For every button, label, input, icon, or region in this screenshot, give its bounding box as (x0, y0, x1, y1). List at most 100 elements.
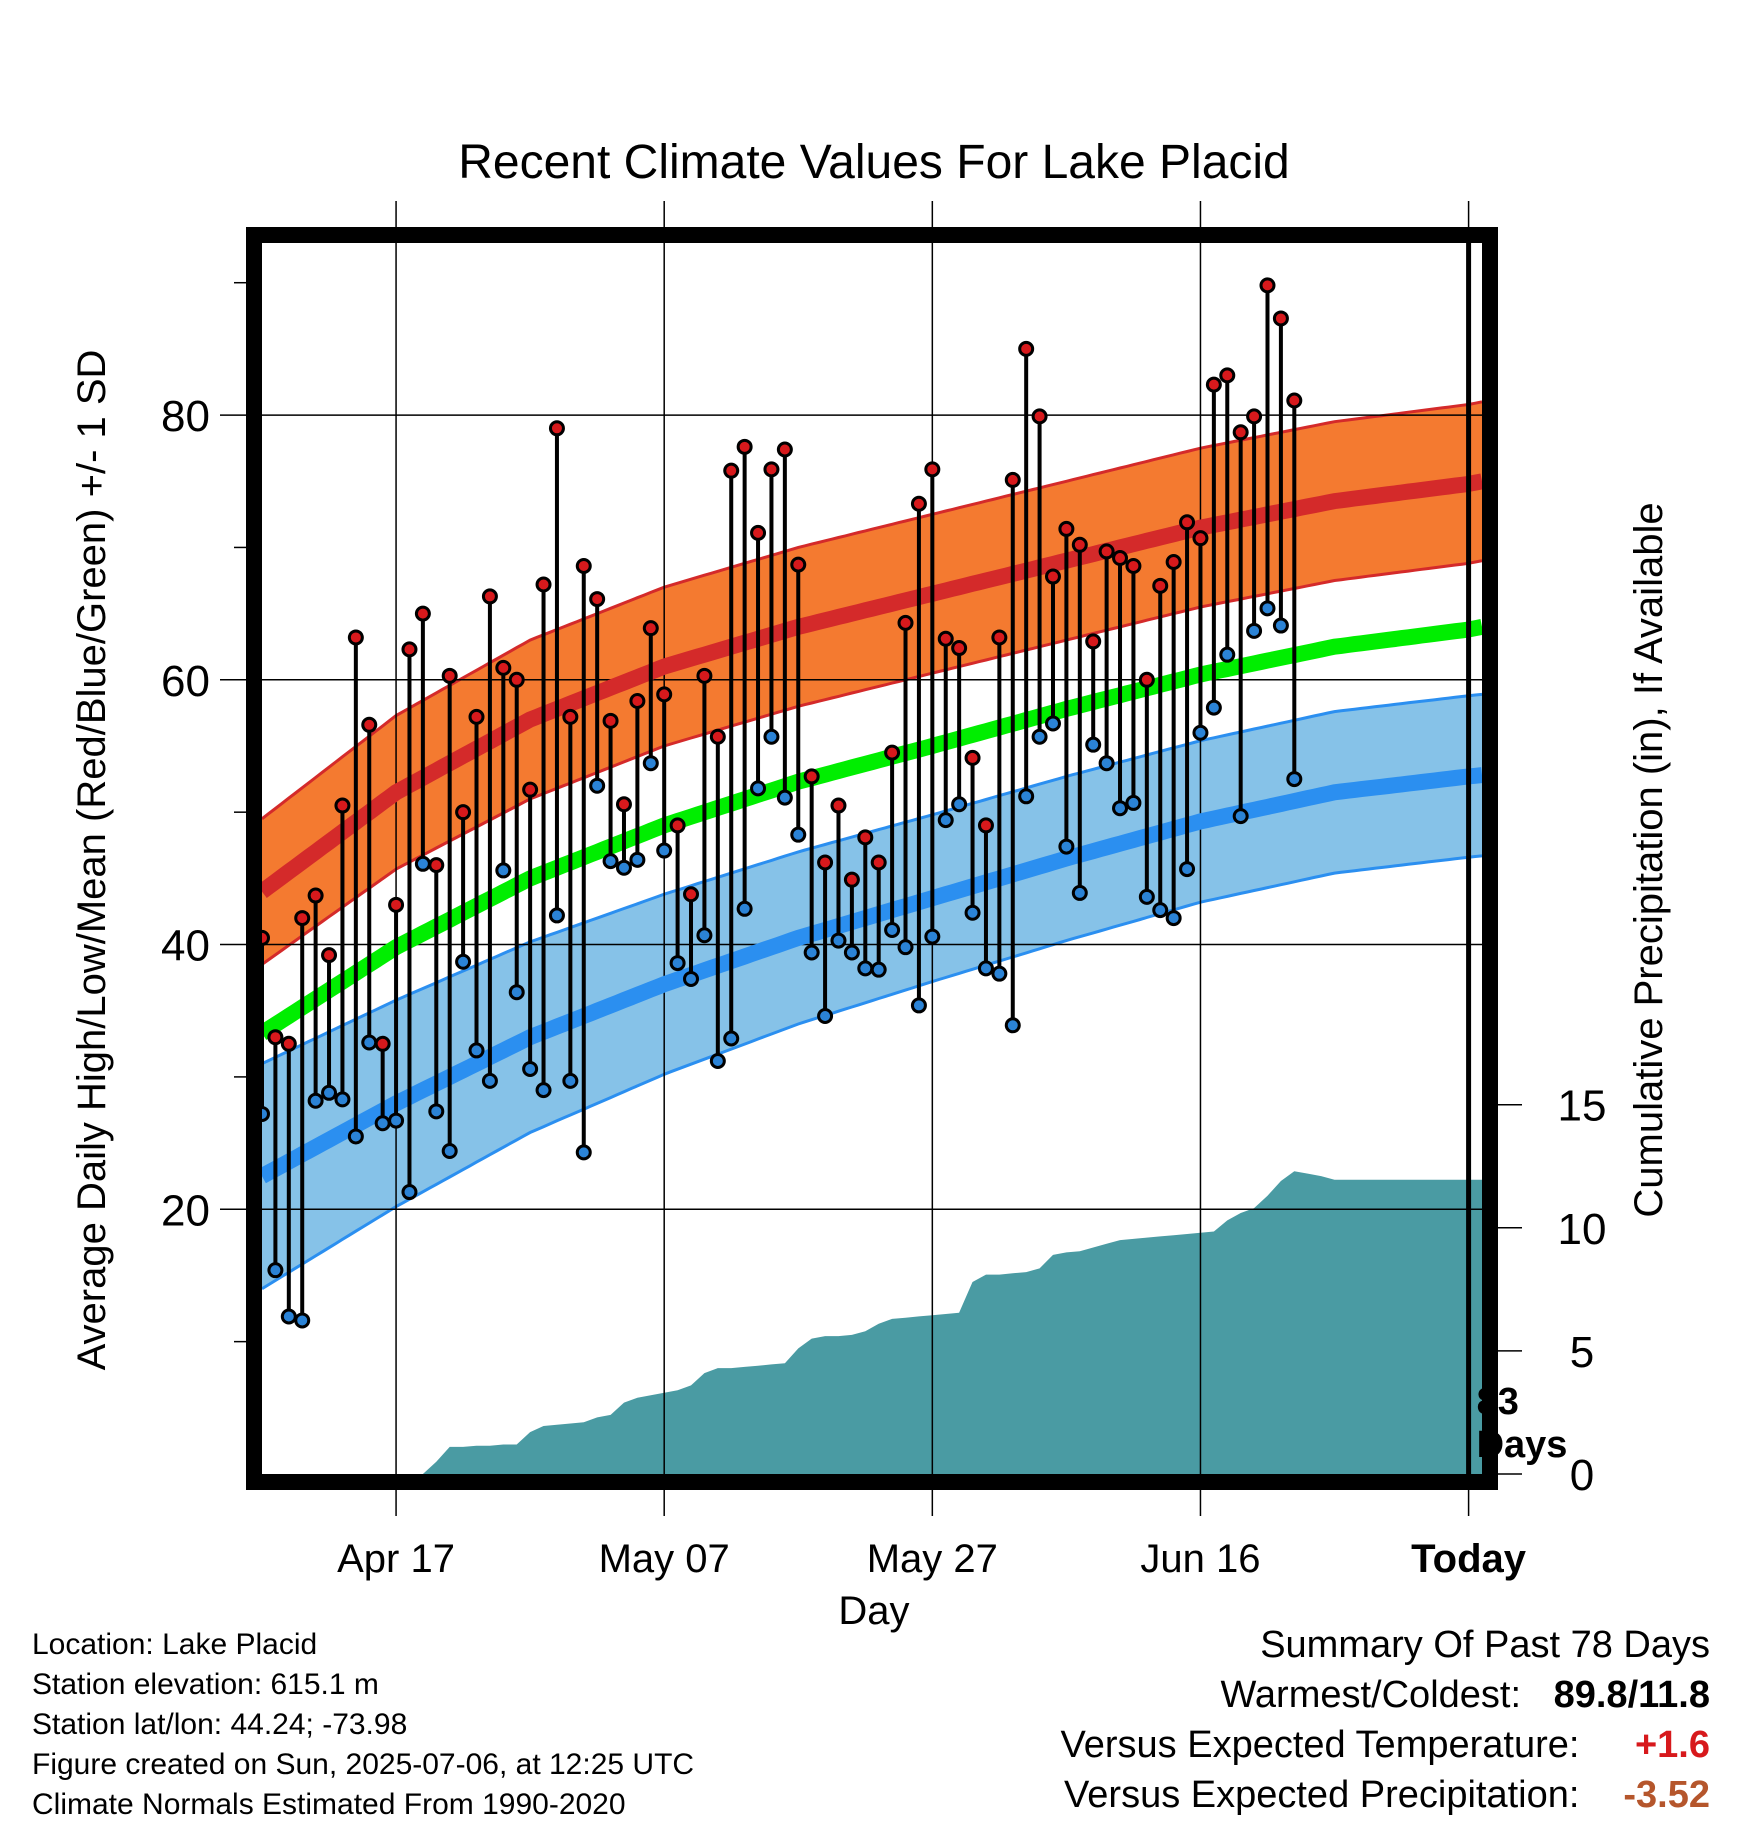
temp-anomaly-value: +1.6 (1634, 1724, 1710, 1766)
high-point (629, 692, 646, 709)
low-point (428, 1103, 445, 1120)
low-point (937, 812, 954, 829)
low-point (924, 928, 941, 945)
low-point (683, 970, 700, 987)
high-point (910, 495, 927, 512)
low-point (495, 862, 512, 879)
low-point (1125, 794, 1142, 811)
high-point (321, 947, 338, 964)
high-point (1219, 367, 1236, 384)
low-point (696, 927, 713, 944)
high-point (1192, 530, 1209, 547)
high-point (1179, 514, 1196, 531)
high-point (1165, 554, 1182, 571)
low-point (709, 1053, 726, 1070)
high-point (1085, 633, 1102, 650)
low-point (535, 1082, 552, 1099)
high-point (548, 420, 565, 437)
low-point (307, 1092, 324, 1109)
low-point (843, 944, 860, 961)
low-point (669, 955, 686, 972)
high-band-lower-edge (262, 559, 1482, 966)
low-point (790, 826, 807, 843)
high-point (977, 817, 994, 834)
low-point (1219, 646, 1236, 663)
elevation-text: Station elevation: 615.1 m (32, 1668, 379, 1701)
high-point (1125, 557, 1142, 574)
low-point (817, 1008, 834, 1025)
low-normal-line (262, 767, 1482, 1184)
y-tick-label: 40 (161, 922, 210, 971)
x-tick-label: Today (1411, 1537, 1527, 1581)
high-band-upper-edge (262, 400, 1482, 820)
low-point (870, 961, 887, 978)
high-point (897, 614, 914, 631)
high-point (468, 708, 485, 725)
high-point (615, 796, 632, 813)
high-point (843, 871, 860, 888)
high-point (1044, 568, 1061, 585)
low-point (267, 1262, 284, 1279)
low-point (294, 1312, 311, 1329)
high-point (1152, 577, 1169, 594)
high-point (817, 854, 834, 871)
low-band-upper-edge (262, 692, 1482, 1066)
low-point (468, 1042, 485, 1059)
high-point (642, 620, 659, 637)
x-tick-label: May 27 (867, 1537, 998, 1581)
low-point (1031, 728, 1048, 745)
low-point (1152, 902, 1169, 919)
precip-anomaly-value: -3.52 (1623, 1774, 1710, 1816)
low-point (1179, 861, 1196, 878)
high-point (388, 896, 405, 913)
high-point (830, 797, 847, 814)
high-point (750, 524, 767, 541)
low-point (1138, 888, 1155, 905)
y2-tick-label: 10 (1558, 1205, 1607, 1254)
high-point (1112, 550, 1129, 567)
low-point (642, 755, 659, 772)
high-point (709, 728, 726, 745)
high-point (414, 605, 431, 622)
high-point (1286, 392, 1303, 409)
high-point (951, 640, 968, 657)
high-point (535, 576, 552, 593)
low-point (1112, 800, 1129, 817)
days-unit-label: Days (1477, 1424, 1568, 1466)
low-point (1058, 838, 1075, 855)
low-point (1004, 1017, 1021, 1034)
x-tick-label: Jun 16 (1140, 1537, 1260, 1581)
low-point (334, 1091, 351, 1108)
low-point (522, 1060, 539, 1077)
high-point (508, 671, 525, 688)
low-point (602, 853, 619, 870)
station-info: Location: Lake Placid Station elevation:… (32, 1625, 694, 1825)
precip-area (262, 1171, 1482, 1474)
high-point (1018, 340, 1035, 357)
high-point (495, 659, 512, 676)
low-point (750, 780, 767, 797)
low-point (964, 904, 981, 921)
coldest-value: 11.8 (1638, 1674, 1710, 1716)
high-point (924, 461, 941, 478)
y-axis-label: Average Daily High/Low/Mean (Red/Blue/Gr… (70, 350, 114, 1371)
low-point (1232, 808, 1249, 825)
low-point (1246, 622, 1263, 639)
low-point (897, 939, 914, 956)
high-point (669, 817, 686, 834)
high-point (401, 641, 418, 658)
high-point (307, 887, 324, 904)
low-point (562, 1072, 579, 1089)
low-point (548, 907, 565, 924)
high-point (294, 910, 311, 927)
low-point (656, 842, 673, 859)
high-point (1272, 310, 1289, 327)
low-point (763, 728, 780, 745)
high-point (267, 1029, 284, 1046)
low-point (776, 789, 793, 806)
low-point (481, 1072, 498, 1089)
low-point (575, 1144, 592, 1161)
chart-title: Recent Climate Values For Lake Placid (458, 136, 1290, 189)
warmest-value: 89.8 (1553, 1674, 1628, 1716)
low-point (347, 1128, 364, 1145)
